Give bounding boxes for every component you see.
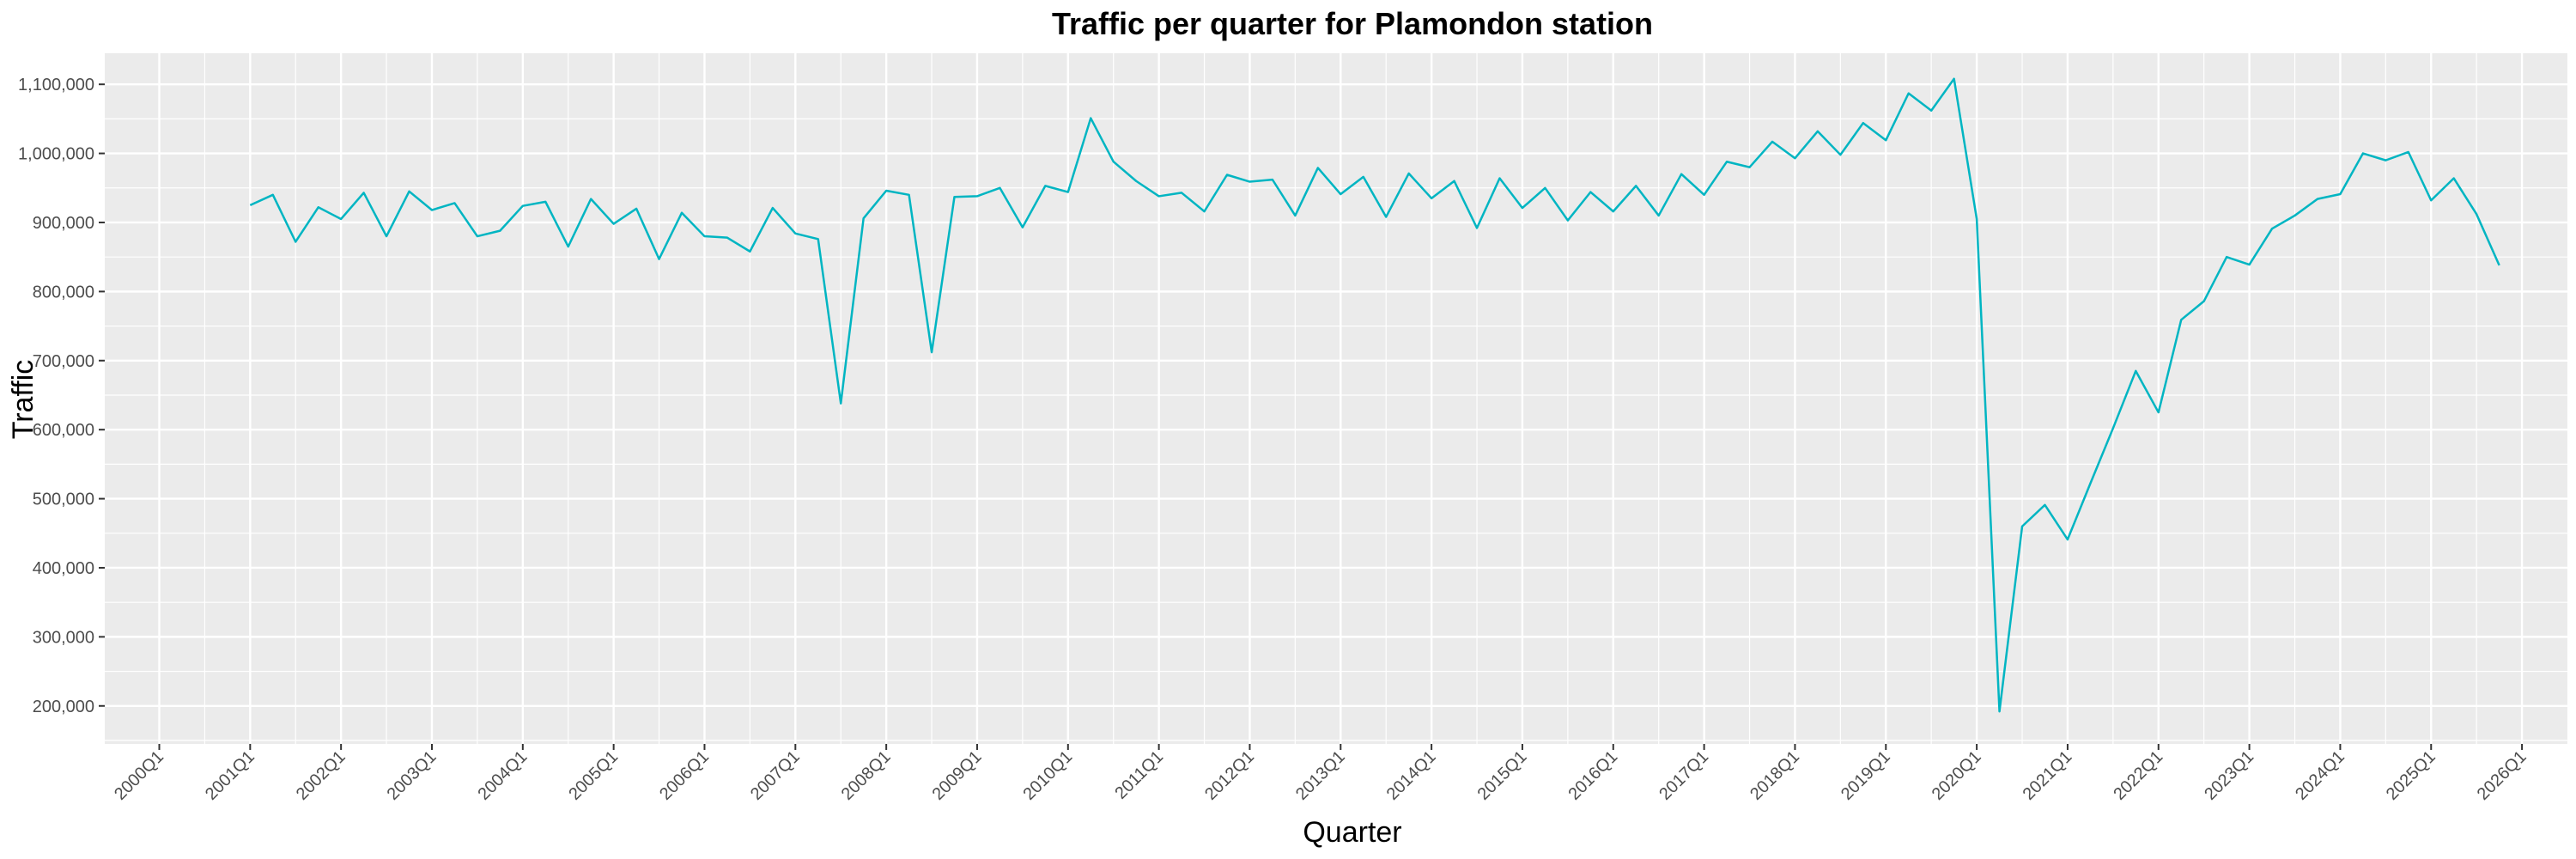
traffic-series-line [249,77,2500,713]
y-tick-label: 700,000 [33,352,94,371]
chart-title: Traffic per quarter for Plamondon statio… [1052,6,1653,41]
y-tick-label: 200,000 [33,698,94,716]
y-tick-label: 400,000 [33,559,94,578]
y-tick-label: 900,000 [33,214,94,233]
plot-panel [105,53,2567,744]
y-tick-label: 600,000 [33,421,94,440]
y-axis-title: Traffic [7,360,39,440]
major-gridlines [105,53,2567,744]
minor-gridlines [105,53,2567,744]
y-tick-label: 300,000 [33,628,94,647]
x-axis-title: Quarter [1303,816,1401,849]
y-tick-label: 1,100,000 [18,76,94,94]
y-tick-label: 500,000 [33,490,94,509]
y-axis: 200,000 300,000 400,000 500,000 600,000 700,0… [18,76,105,716]
y-tick-label: 800,000 [33,283,94,302]
y-tick-label: 1,000,000 [18,145,94,164]
